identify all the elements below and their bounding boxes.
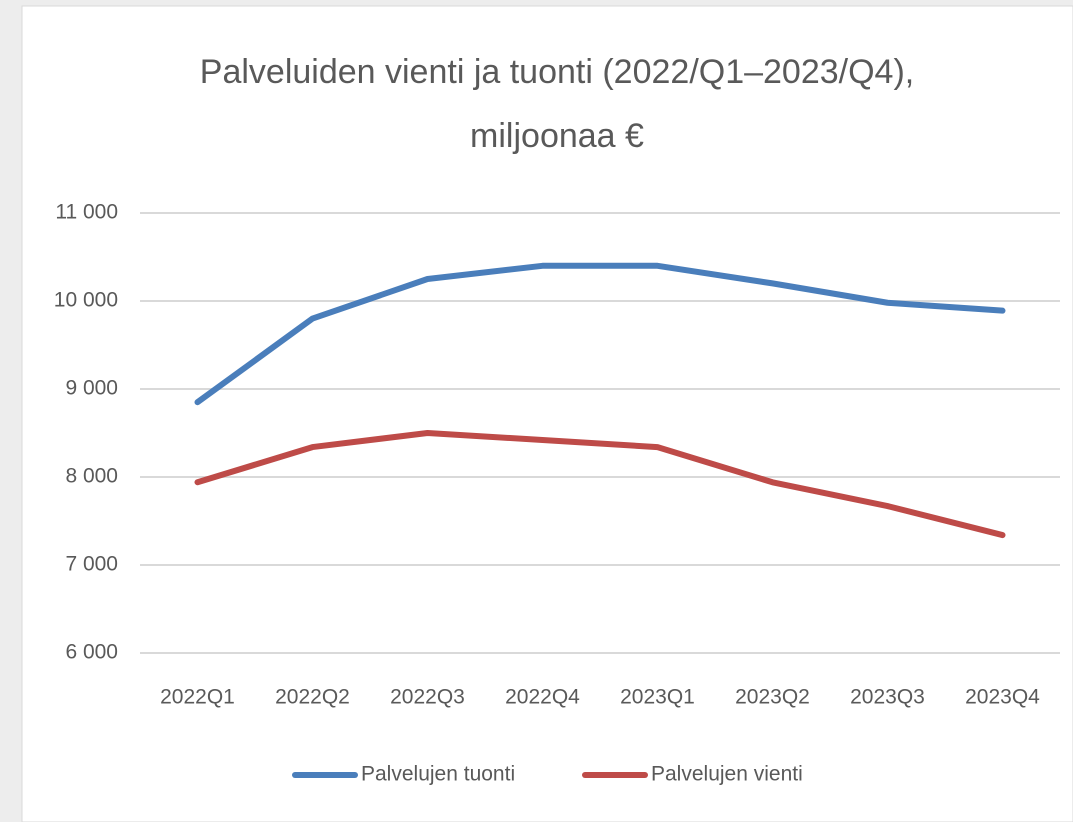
chart-area <box>21 5 1073 822</box>
y-tick-label: 7 000 <box>65 553 118 576</box>
line-series <box>194 430 1006 539</box>
legend-label: Palvelujen tuonti <box>361 763 515 786</box>
y-tick-label: 11 000 <box>55 201 118 224</box>
x-tick-label: 2023Q4 <box>965 686 1040 709</box>
y-tick-label: 8 000 <box>65 465 118 488</box>
y-tick-label: 9 000 <box>65 377 118 400</box>
chart-title: Palveluiden vienti ja tuonti (2022/Q1–20… <box>200 53 914 91</box>
legend-label: Palvelujen vienti <box>651 763 803 786</box>
y-tick-label: 6 000 <box>65 641 118 664</box>
x-tick-label: 2022Q2 <box>275 686 350 709</box>
x-tick-label: 2023Q3 <box>850 686 925 709</box>
line-series <box>194 262 1006 406</box>
x-tick-label: 2022Q4 <box>505 686 580 709</box>
x-tick-label: 2022Q3 <box>390 686 465 709</box>
y-tick-label: 10 000 <box>54 289 118 312</box>
x-tick-label: 2023Q1 <box>620 686 695 709</box>
x-tick-label: 2023Q2 <box>735 686 810 709</box>
chart-title: miljoonaa € <box>470 117 644 155</box>
x-tick-label: 2022Q1 <box>160 686 235 709</box>
